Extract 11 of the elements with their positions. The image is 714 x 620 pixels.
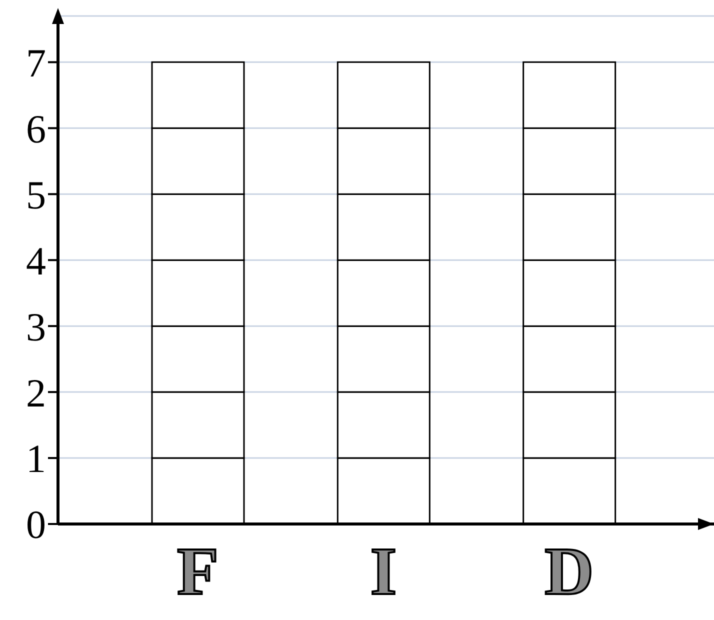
y-tick-label: 3: [26, 304, 46, 350]
y-tick-label: 1: [26, 436, 46, 482]
y-tick-label: 6: [26, 106, 46, 152]
x-tick-label: F: [177, 533, 219, 609]
y-tick-label: 4: [26, 238, 46, 284]
x-tick-label: I: [370, 533, 397, 609]
x-tick-label: D: [544, 533, 594, 609]
y-tick-label: 7: [26, 40, 46, 86]
y-tick-label: 0: [26, 502, 46, 548]
y-tick-label: 5: [26, 172, 46, 218]
y-tick-label: 2: [26, 370, 46, 416]
